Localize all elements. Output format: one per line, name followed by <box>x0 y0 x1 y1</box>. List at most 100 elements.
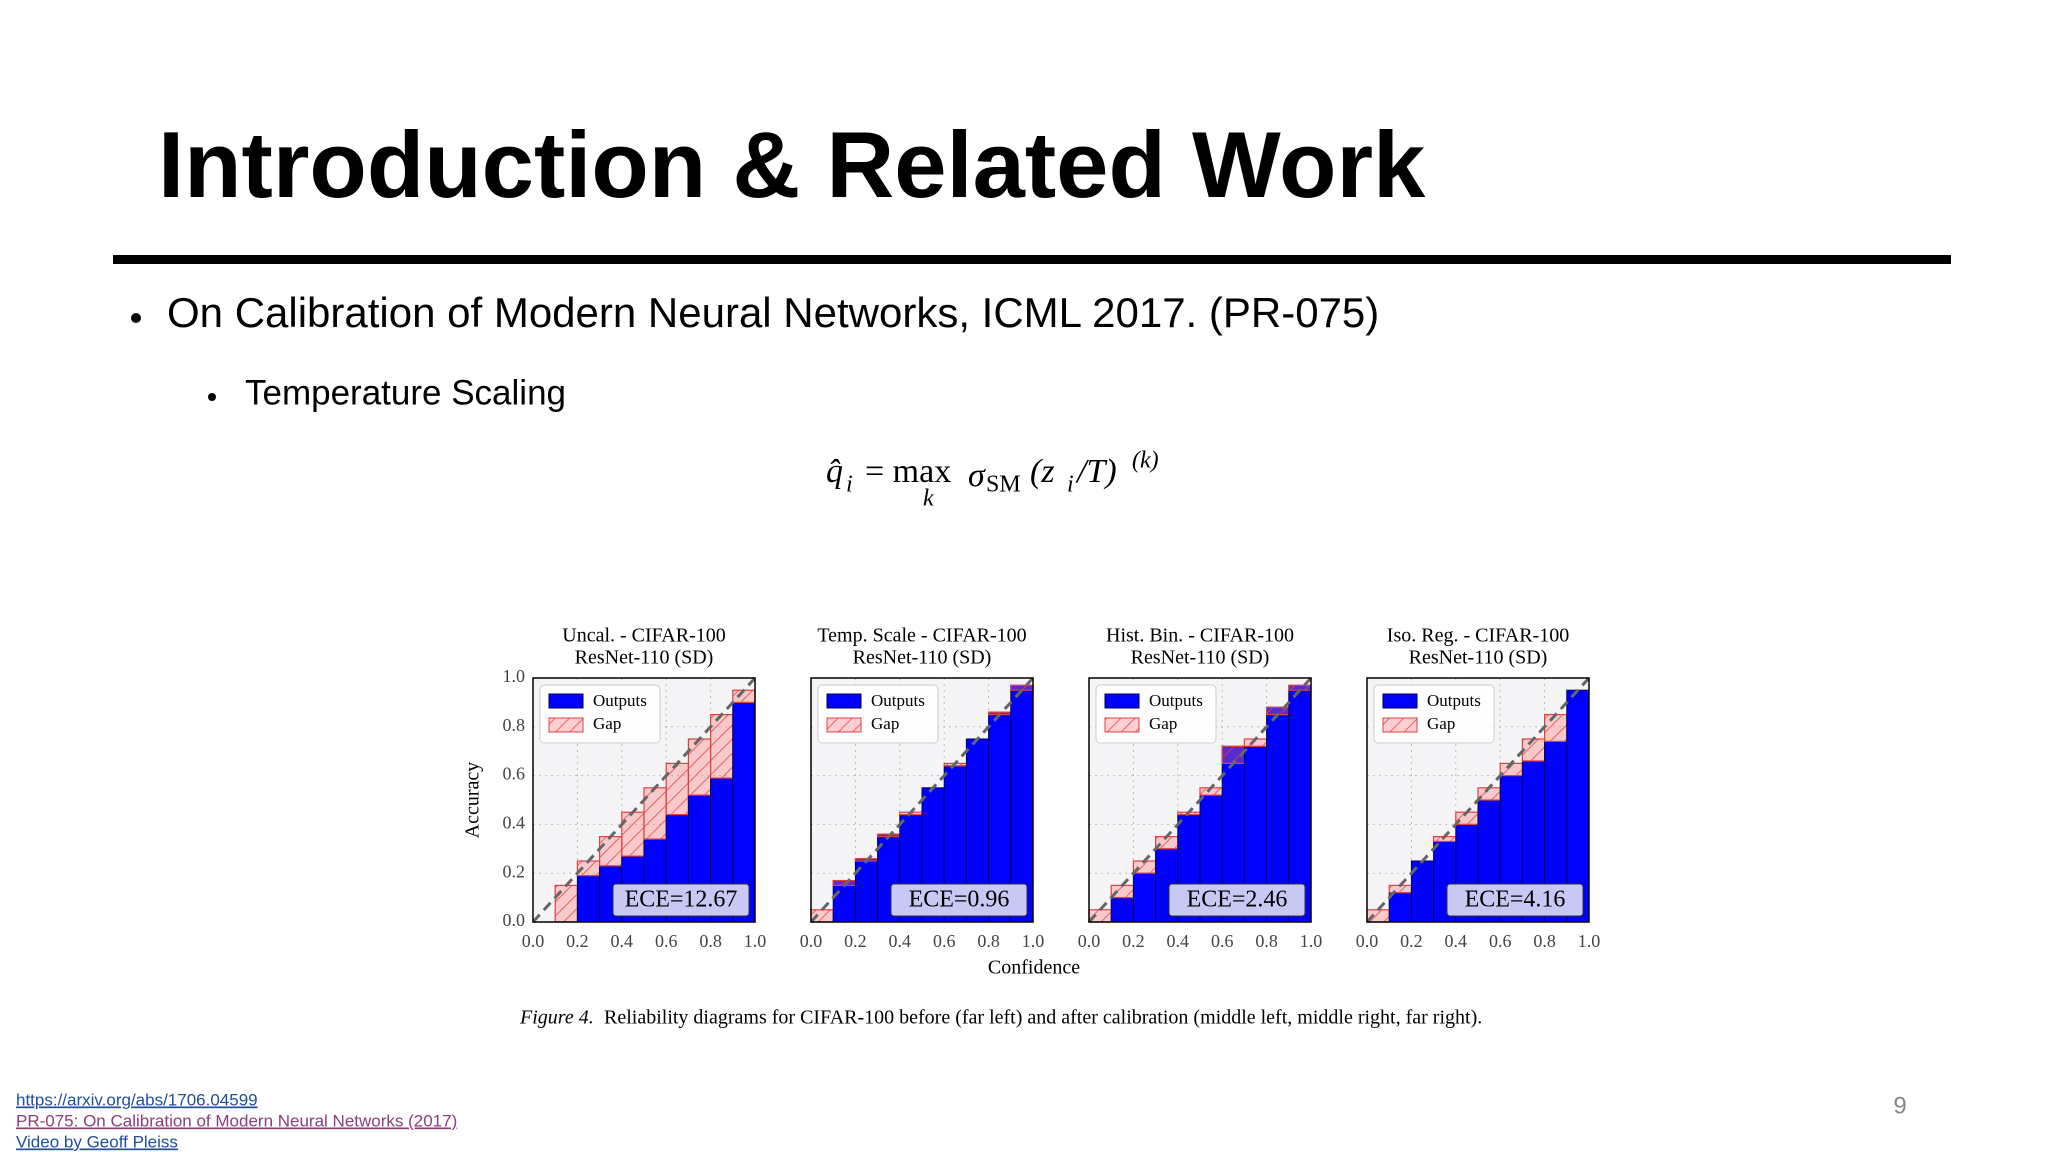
x-tick-label: 0.0 <box>1356 931 1379 951</box>
chart-title: Iso. Reg. - CIFAR-100 <box>1387 625 1569 647</box>
diagonal <box>1087 676 1313 924</box>
formula-part: /T) <box>1075 453 1117 490</box>
legend-label: Gap <box>871 714 899 733</box>
diagonal <box>531 676 757 924</box>
legend-swatch <box>1382 693 1418 709</box>
x-tick-label: 0.4 <box>889 931 912 951</box>
legend-label: Gap <box>593 714 621 733</box>
output-bar <box>1132 872 1157 923</box>
legend-swatch <box>826 717 862 733</box>
x-tick-label: 0.0 <box>522 931 545 951</box>
formula-part: k <box>923 486 934 512</box>
ece-label: ECE=2.46 <box>1187 887 1288 913</box>
x-tick-label: 1.0 <box>1300 931 1323 951</box>
formula-part: q̂ <box>826 453 843 490</box>
reliability-diagram: 0.0 0.2 0.4 0.6 0.8 1.0 Hist. Bin. - CIFAR-100… <box>1078 625 1323 952</box>
gap-bar <box>665 762 690 816</box>
x-tick-label: 0.8 <box>699 931 722 951</box>
x-tick-label: 0.2 <box>566 931 589 951</box>
formula-part: = max <box>865 453 951 490</box>
gap-bar <box>643 787 667 840</box>
legend-swatch <box>1104 717 1140 733</box>
ece-label: ECE=4.16 <box>1465 887 1566 913</box>
plot-frame <box>810 677 1034 923</box>
x-tick-label: 0.6 <box>1489 931 1512 951</box>
x-tick-label: 0.8 <box>1533 931 1556 951</box>
reliability-diagram: 0.0 0.2 0.4 0.6 0.8 1.0 0.0 0.2 0.4 0.6 0.8 1.0 Unca… <box>503 625 767 952</box>
bullet-dot <box>131 313 141 323</box>
legend-label: Outputs <box>593 691 647 710</box>
link[interactable]: PR-075: On Calibration of Modern Neural … <box>16 1111 457 1130</box>
y-tick-label: 0.4 <box>503 813 526 833</box>
chart-title: ResNet-110 (SD) <box>1131 647 1270 669</box>
legend-swatch <box>826 693 862 709</box>
formula: q̂ i = max k σ SM (z i /T) (k) <box>826 448 1159 512</box>
y-tick-label: 0.2 <box>503 861 526 881</box>
y-tick-label: 1.0 <box>503 666 526 686</box>
page-number: 9 <box>1893 1092 1906 1119</box>
diagonal <box>809 676 1035 924</box>
ece-box <box>612 883 750 917</box>
formula-part: (z <box>1030 453 1055 490</box>
y-tick-label: 0.6 <box>503 764 526 784</box>
x-tick-label: 0.6 <box>1211 931 1234 951</box>
link[interactable]: https://arxiv.org/abs/1706.04599 <box>16 1090 258 1109</box>
reliability-diagram: 0.0 0.2 0.4 0.6 0.8 1.0 Iso. Reg. - CIFAR-100R… <box>1356 625 1601 952</box>
output-bar <box>1110 897 1134 923</box>
x-tick-label: 0.2 <box>1122 931 1145 951</box>
gap-bar <box>1543 713 1568 743</box>
x-tick-label: 1.0 <box>1022 931 1045 951</box>
x-tick-label: 1.0 <box>1578 931 1601 951</box>
ece-label: ECE=12.67 <box>625 887 738 913</box>
y-axis-label: Accuracy <box>462 762 484 839</box>
gap-bar <box>621 811 645 857</box>
formula-part: i <box>846 472 853 498</box>
title-rule <box>113 255 1951 264</box>
gap-bar <box>598 835 623 867</box>
gap-bar <box>709 713 734 779</box>
legend-label: Outputs <box>1427 691 1481 710</box>
gap-bar <box>1521 738 1546 762</box>
link[interactable]: Video by Geoff Pleiss <box>16 1132 178 1151</box>
legend-swatch <box>548 717 584 733</box>
legend-swatch <box>1382 717 1418 733</box>
output-bar <box>1388 892 1412 923</box>
formula-part: σ <box>968 457 986 494</box>
ece-box <box>1168 883 1306 917</box>
reliability-diagram: 0.0 0.2 0.4 0.6 0.8 1.0 Temp. Scale - CIFAR-10… <box>800 625 1045 952</box>
chart-title: ResNet-110 (SD) <box>853 647 992 669</box>
x-tick-label: 0.0 <box>1078 931 1101 951</box>
legend-label: Outputs <box>1149 691 1203 710</box>
plot-frame <box>532 677 756 923</box>
ece-box <box>890 883 1028 917</box>
chart-title: Temp. Scale - CIFAR-100 <box>817 625 1026 647</box>
ece-box <box>1446 883 1584 917</box>
chart-title: Hist. Bin. - CIFAR-100 <box>1106 625 1294 647</box>
bullet: On Calibration of Modern Neural Networks… <box>167 289 1379 336</box>
chart-title: ResNet-110 (SD) <box>575 647 714 669</box>
x-tick-label: 0.6 <box>933 931 956 951</box>
x-tick-label: 0.4 <box>1445 931 1468 951</box>
legend-swatch <box>548 693 584 709</box>
x-tick-label: 1.0 <box>744 931 767 951</box>
sub-bullet: Temperature Scaling <box>245 373 566 412</box>
ece-label: ECE=0.96 <box>909 887 1010 913</box>
formula-part: (k) <box>1132 448 1159 474</box>
plot-frame <box>1088 677 1312 923</box>
caption-label: Figure 4. <box>519 1007 594 1029</box>
caption: Reliability diagrams for CIFAR-100 befor… <box>604 1007 1482 1029</box>
bullet-dot <box>208 393 216 401</box>
legend-label: Gap <box>1427 714 1455 733</box>
formula-part: SM <box>986 472 1021 498</box>
legend-label: Outputs <box>871 691 925 710</box>
x-tick-label: 0.4 <box>611 931 634 951</box>
y-tick-label: 0.0 <box>503 910 526 930</box>
formula-part: i <box>1067 472 1074 498</box>
slide-title: Introduction & Related Work <box>158 112 1426 217</box>
x-tick-label: 0.6 <box>655 931 678 951</box>
x-axis-label: Confidence <box>988 957 1080 979</box>
legend-label: Gap <box>1149 714 1177 733</box>
x-tick-label: 0.4 <box>1167 931 1190 951</box>
